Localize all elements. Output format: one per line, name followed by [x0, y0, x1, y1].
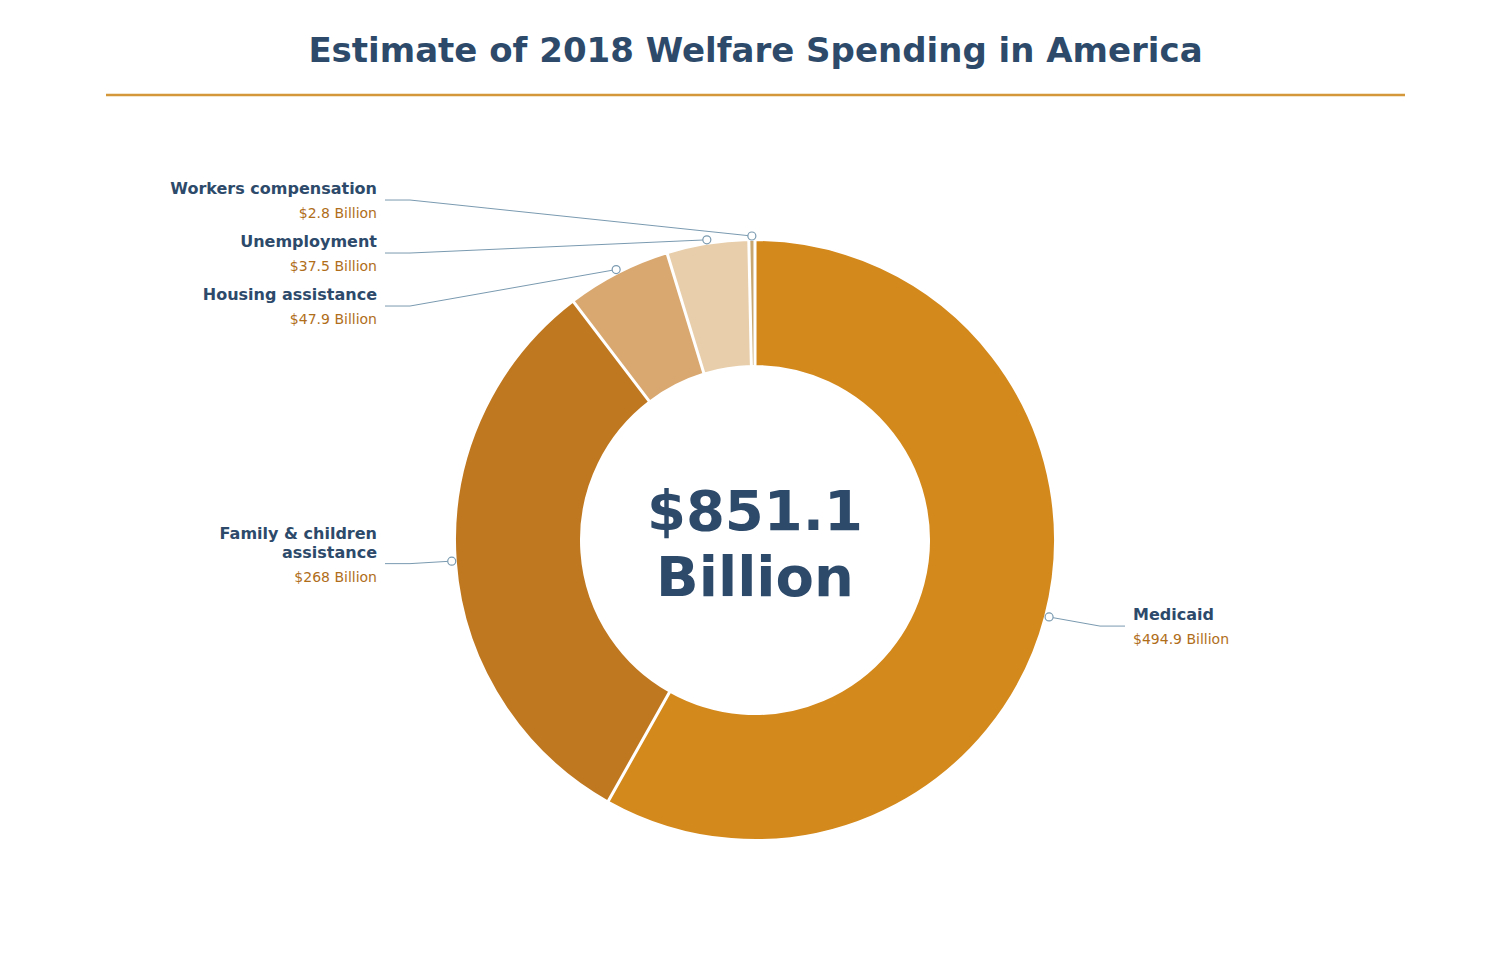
category-label-line: assistance [282, 543, 377, 562]
category-label: Unemployment [240, 232, 377, 251]
category-label: Workers compensation [170, 179, 377, 198]
data-label: $494.9 Billion [1133, 631, 1229, 647]
data-label: $2.8 Billion [299, 205, 377, 221]
labels: Medicaid $494.9 Billion Family & childrena… [170, 179, 1229, 647]
donut-slice [749, 240, 754, 366]
data-label: $268 Billion [294, 569, 377, 585]
leader-line [385, 561, 452, 564]
leader-line [385, 270, 616, 306]
category-label-line: Family & children [220, 524, 377, 543]
leader-dot [1045, 613, 1053, 621]
leader-line [385, 240, 707, 253]
category-label-line: Housing assistance [203, 285, 377, 304]
leader-line [1049, 617, 1125, 626]
data-label: $47.9 Billion [290, 311, 377, 327]
category-label-line: Unemployment [240, 232, 377, 251]
leader-dot [448, 557, 456, 565]
leader-dot [612, 266, 620, 274]
chart-title: Estimate of 2018 Welfare Spending in Ame… [308, 30, 1202, 70]
category-label: Medicaid [1133, 605, 1214, 624]
donut [455, 240, 1055, 840]
leader-line [385, 200, 752, 236]
center-text: $851.1 [647, 478, 863, 543]
title-underline [106, 94, 1405, 97]
category-label: Housing assistance [203, 285, 377, 304]
chart-svg: Estimate of 2018 Welfare Spending in Ame… [0, 0, 1511, 965]
leader-dot [703, 236, 711, 244]
leader-dot [748, 232, 756, 240]
donut-slice [668, 240, 751, 373]
category-label-line: Workers compensation [170, 179, 377, 198]
category-label-line: Medicaid [1133, 605, 1214, 624]
center-text: Billion [656, 544, 854, 609]
category-label: Family & childrenassistance [220, 524, 378, 562]
data-label: $37.5 Billion [290, 258, 377, 274]
